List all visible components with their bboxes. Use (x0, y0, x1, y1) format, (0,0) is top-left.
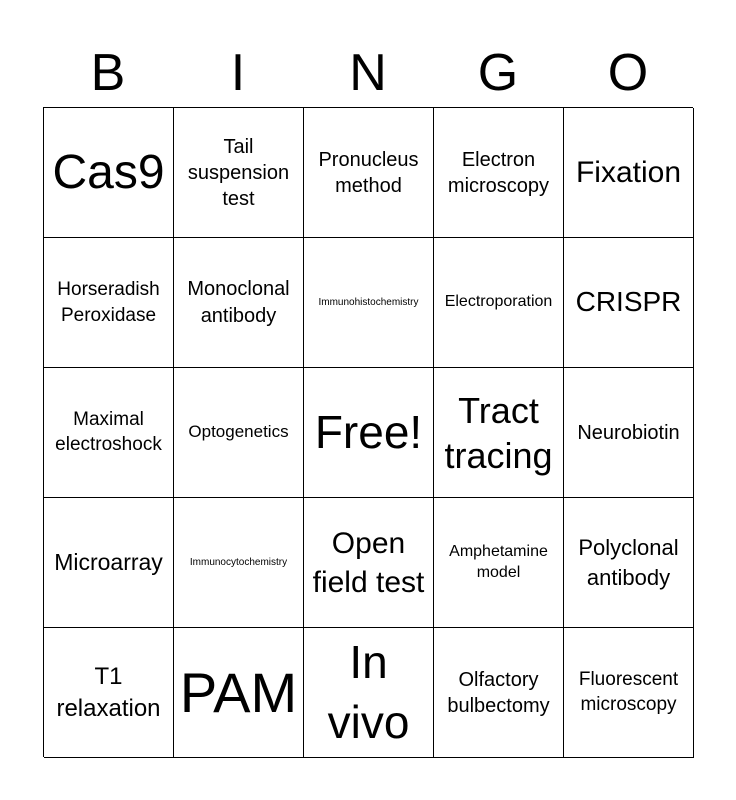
header-letter-g: G (477, 44, 519, 102)
cell-text: Open field test (312, 526, 425, 599)
cell-text: Electroporation (444, 293, 553, 311)
cell-text: Immunohistochemistry (318, 297, 419, 308)
bingo-cell[interactable]: Neurobiotin (564, 368, 694, 498)
header-letter-n: N (349, 44, 387, 102)
bingo-cell[interactable]: Immunocytochemistry (174, 498, 304, 628)
header-letter-b: B (90, 44, 126, 102)
bingo-cell[interactable]: In vivo (304, 628, 434, 758)
cell-text: Fluorescent microscopy (578, 668, 679, 715)
bingo-cell[interactable]: T1 relaxation (44, 628, 174, 758)
bingo-cell[interactable]: Horseradish Peroxidase (44, 238, 174, 368)
cell-text: T1 relaxation (56, 663, 161, 722)
cell-text: Neurobiotin (577, 421, 680, 444)
cell-text: Electron microscopy (447, 148, 550, 197)
bingo-cell[interactable]: Maximal electroshock (44, 368, 174, 498)
bingo-cell[interactable]: Optogenetics (174, 368, 304, 498)
bingo-cell[interactable]: Pronucleus method (304, 108, 434, 238)
bingo-cell[interactable]: Monoclonal antibody (174, 238, 304, 368)
bingo-cell[interactable]: Polyclonal antibody (564, 498, 694, 628)
cell-text: Tail suspension test (187, 135, 290, 210)
bingo-cell[interactable]: Cas9 (44, 108, 174, 238)
cell-text: Polyclonal antibody (578, 534, 679, 590)
bingo-cell[interactable]: Immunohistochemistry (304, 238, 434, 368)
free-space-cell[interactable]: Free! (304, 368, 434, 498)
cell-text: Optogenetics (188, 422, 289, 442)
cell-text: In vivo (327, 635, 410, 748)
bingo-cell[interactable]: Olfactory bulbectomy (434, 628, 564, 758)
cell-text: Maximal electroshock (55, 408, 162, 455)
header-letter-o: O (607, 44, 649, 102)
cell-text: Free! (314, 405, 423, 458)
cell-text: Olfactory bulbectomy (447, 668, 550, 717)
bingo-cell[interactable]: Electroporation (434, 238, 564, 368)
cell-text: Cas9 (52, 145, 165, 199)
bingo-cell[interactable]: Fixation (564, 108, 694, 238)
bingo-cell[interactable]: Fluorescent microscopy (564, 628, 694, 758)
cell-text: Microarray (54, 548, 163, 575)
bingo-grid: Cas9 Tail suspension test Pronucleus metho… (43, 107, 694, 758)
bingo-cell[interactable]: Microarray (44, 498, 174, 628)
cell-text: Immunocytochemistry (189, 557, 288, 568)
cell-text: Tract tracing (444, 389, 553, 476)
bingo-header: B I N G O (43, 40, 693, 106)
bingo-cell[interactable]: Open field test (304, 498, 434, 628)
bingo-cell[interactable]: CRISPR (564, 238, 694, 368)
bingo-cell[interactable]: Tract tracing (434, 368, 564, 498)
cell-text: Monoclonal antibody (187, 277, 290, 327)
header-letter-i: I (230, 44, 246, 102)
cell-text: Pronucleus method (318, 148, 419, 197)
cell-text: CRISPR (575, 286, 682, 318)
bingo-cell[interactable]: Electron microscopy (434, 108, 564, 238)
bingo-cell[interactable]: PAM (174, 628, 304, 758)
cell-text: Horseradish Peroxidase (57, 278, 160, 326)
bingo-cell[interactable]: Amphetamine model (434, 498, 564, 628)
cell-text: Fixation (575, 156, 682, 189)
cell-text: Amphetamine model (449, 542, 548, 581)
bingo-cell[interactable]: Tail suspension test (174, 108, 304, 238)
cell-text: PAM (179, 660, 298, 724)
